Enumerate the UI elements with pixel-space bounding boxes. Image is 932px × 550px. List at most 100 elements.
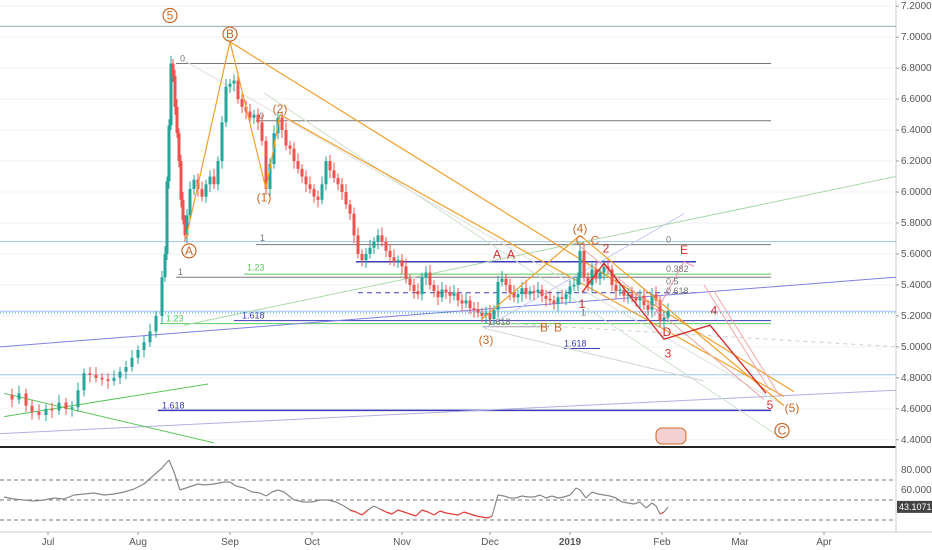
candle-body	[280, 117, 284, 131]
rsi-segment	[539, 494, 547, 499]
candle-body	[336, 178, 340, 185]
rsi-segment	[503, 495, 511, 499]
candle-body	[396, 260, 400, 262]
candle-body	[552, 300, 556, 304]
wave-label: A	[493, 248, 501, 262]
rsi-segment	[251, 491, 261, 494]
candle-body	[324, 161, 328, 185]
fib-label: 0	[180, 53, 185, 63]
rsi-segment	[651, 502, 657, 507]
fan-line	[483, 327, 705, 382]
rsi-segment	[293, 499, 305, 503]
candle-body	[148, 331, 152, 343]
price-tick-label: 5.40000	[901, 280, 932, 291]
rsi-segment	[13, 498, 25, 501]
rsi-segment	[103, 493, 115, 496]
rsi-segment	[349, 509, 357, 513]
candle-body	[304, 176, 308, 185]
rsi-segment	[203, 483, 215, 486]
candle-body	[472, 308, 476, 310]
rsi-segment	[557, 496, 565, 499]
candle-body	[356, 235, 360, 254]
rsi-tick-label: 80.0000	[901, 465, 932, 476]
fib-label: 1.23	[166, 314, 184, 324]
wave-label: C	[591, 234, 600, 248]
candle-body	[630, 294, 634, 298]
candle-body	[424, 272, 428, 278]
candle-body	[165, 181, 169, 254]
candle-body	[57, 402, 61, 411]
candle-body	[626, 294, 630, 296]
candle-body	[496, 281, 500, 310]
candle-body	[476, 309, 480, 313]
candle-body	[548, 298, 552, 301]
candle-body	[544, 295, 548, 299]
rsi-segment	[655, 505, 661, 515]
candle-body	[173, 75, 177, 107]
candle-body	[236, 80, 240, 100]
candle-body	[468, 300, 472, 309]
price-tick-label: 4.60000	[901, 404, 932, 415]
fib-label: 1.618	[242, 311, 265, 321]
time-tick-label: Jul	[42, 537, 55, 548]
rsi-segment	[229, 481, 237, 487]
candle-body	[528, 291, 532, 295]
candle-body	[610, 269, 614, 285]
candle-body	[536, 289, 540, 293]
candle-body	[512, 292, 516, 298]
rsi-segment	[3, 496, 15, 500]
rsi-segment	[597, 493, 605, 496]
time-tick-label: Apr	[816, 537, 832, 548]
rsi-segment	[361, 509, 369, 516]
rsi-segment	[33, 499, 45, 502]
rsi-segment	[63, 494, 75, 500]
candle-body	[88, 373, 92, 375]
rsi-segment	[283, 491, 295, 501]
rsi-segment	[487, 515, 493, 519]
rsi-segment	[469, 513, 477, 517]
wave-label: 1	[579, 297, 586, 311]
rsi-segment	[585, 491, 593, 499]
green-line	[3, 383, 209, 418]
rsi-segment	[609, 495, 617, 499]
wave-label: B	[540, 320, 548, 334]
rsi-segment	[545, 495, 553, 499]
candle-body	[572, 284, 576, 287]
candle-body	[384, 241, 388, 251]
candle-body	[352, 213, 356, 236]
rsi-segment	[367, 505, 375, 511]
rsi-segment	[639, 501, 647, 509]
candle-body	[320, 184, 324, 200]
rsi-segment	[93, 492, 105, 496]
fib-label: 1.23	[247, 263, 265, 273]
price-tick-label: 5.60000	[901, 249, 932, 260]
logo-badge-icon	[655, 427, 687, 445]
orange-trend	[229, 41, 795, 393]
candle-body	[192, 179, 196, 189]
wave-label: B	[554, 320, 562, 334]
fib-label: 1.618	[162, 400, 185, 410]
candle-body	[224, 86, 228, 123]
candle-body	[436, 291, 440, 298]
time-tick-label: Mar	[731, 537, 749, 548]
candle-body	[622, 289, 626, 296]
candle-body	[634, 297, 638, 301]
candle-body	[64, 402, 68, 409]
candle-body	[169, 63, 173, 126]
rsi-segment	[123, 488, 135, 493]
time-tick-label: 2019	[559, 537, 582, 548]
candle-body	[432, 284, 436, 292]
candle-body	[260, 122, 264, 141]
rsi-segment	[621, 501, 629, 504]
candle-body	[412, 284, 416, 292]
candle-body	[308, 184, 312, 189]
candle-body	[480, 312, 484, 316]
candle-body	[444, 289, 448, 293]
rsi-segment	[133, 483, 145, 490]
wave-label: C	[576, 234, 585, 248]
wave-circle	[774, 422, 790, 439]
candle-body	[94, 374, 98, 378]
candle-body	[508, 284, 512, 293]
